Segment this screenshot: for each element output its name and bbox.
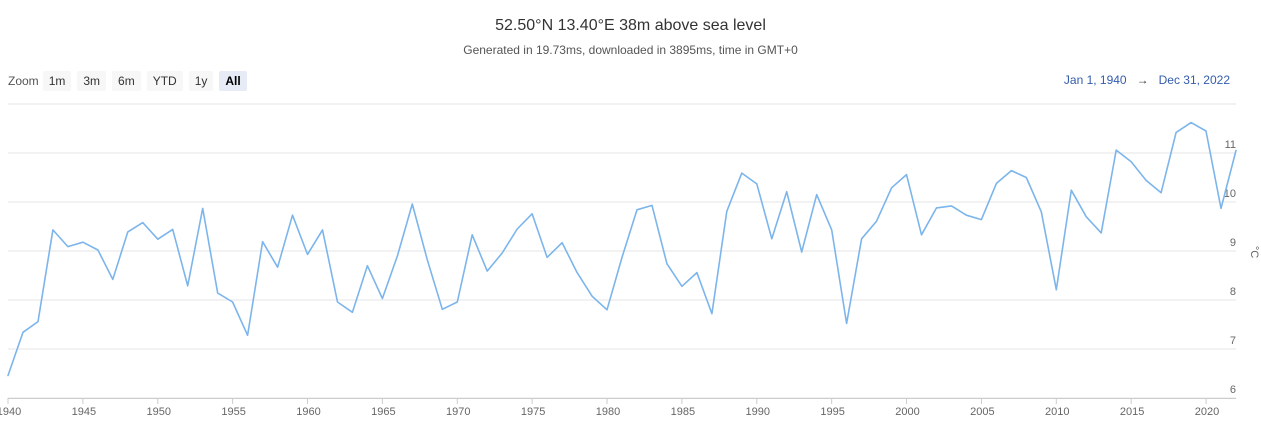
- x-tick-label: 2005: [970, 406, 994, 418]
- series-line[interactable]: [7, 121, 1237, 377]
- x-tick-label: 1945: [72, 406, 96, 418]
- date-range: Jan 1, 1940 → Dec 31, 2022: [1064, 73, 1230, 87]
- x-tick-label: 1955: [221, 406, 245, 418]
- y-grid: [8, 103, 1236, 399]
- x-tick-label: 2010: [1045, 406, 1069, 418]
- x-tick-label: 1940: [0, 406, 21, 418]
- y-axis-label: °C: [1248, 246, 1260, 258]
- x-tick-label: 1960: [296, 406, 320, 418]
- x-tick-label: 2000: [895, 406, 919, 418]
- range-to[interactable]: Dec 31, 2022: [1158, 73, 1230, 87]
- y-tick-label: 11: [1225, 139, 1236, 151]
- x-tick-label: 1990: [746, 406, 770, 418]
- y-tick-label: 7: [1230, 335, 1236, 347]
- y-tick-label: 9: [1230, 237, 1236, 249]
- x-tick-label: 1995: [820, 406, 844, 418]
- y-tick-label: 6: [1230, 384, 1236, 396]
- y-tick-label: 8: [1230, 286, 1236, 298]
- zoom-6m-button[interactable]: 6m: [112, 71, 141, 91]
- x-tick-label: 1985: [671, 406, 695, 418]
- series-group: [7, 121, 1237, 377]
- zoom-1m-button[interactable]: 1m: [42, 71, 72, 91]
- x-tick-label: 2020: [1195, 406, 1219, 418]
- chart-title: 52.50°N 13.40°E 38m above sea level: [495, 17, 766, 34]
- x-tick-label: 1970: [446, 406, 470, 418]
- zoom-3m-button[interactable]: 3m: [77, 71, 107, 91]
- y-tick-label: 10: [1224, 188, 1236, 200]
- range-from[interactable]: Jan 1, 1940: [1063, 73, 1127, 87]
- range-arrow: →: [1136, 73, 1149, 87]
- x-tick-label: 1975: [521, 406, 545, 418]
- x-tick-label: 1950: [147, 406, 171, 418]
- x-tick-label: 2015: [1120, 406, 1144, 418]
- zoom-label: Zoom: [8, 74, 39, 88]
- x-axis: 1940 1945 1950 1955 1960 1965 1970 1975 1980 1985…: [0, 398, 1236, 418]
- x-tick-label: 1965: [371, 406, 395, 418]
- zoom-all-button[interactable]: All: [219, 71, 247, 91]
- zoom-bar: Zoom 1m 3m 6m YTD 1y All: [8, 70, 253, 92]
- zoom-1y-button[interactable]: 1y: [188, 71, 214, 91]
- zoom-ytd-button[interactable]: YTD: [146, 71, 183, 91]
- chart-subtitle: Generated in 19.73ms, downloaded in 3895…: [463, 43, 798, 57]
- x-tick-label: 1980: [596, 406, 620, 418]
- y-axis: 6 7 8 9 10 11: [1224, 139, 1236, 396]
